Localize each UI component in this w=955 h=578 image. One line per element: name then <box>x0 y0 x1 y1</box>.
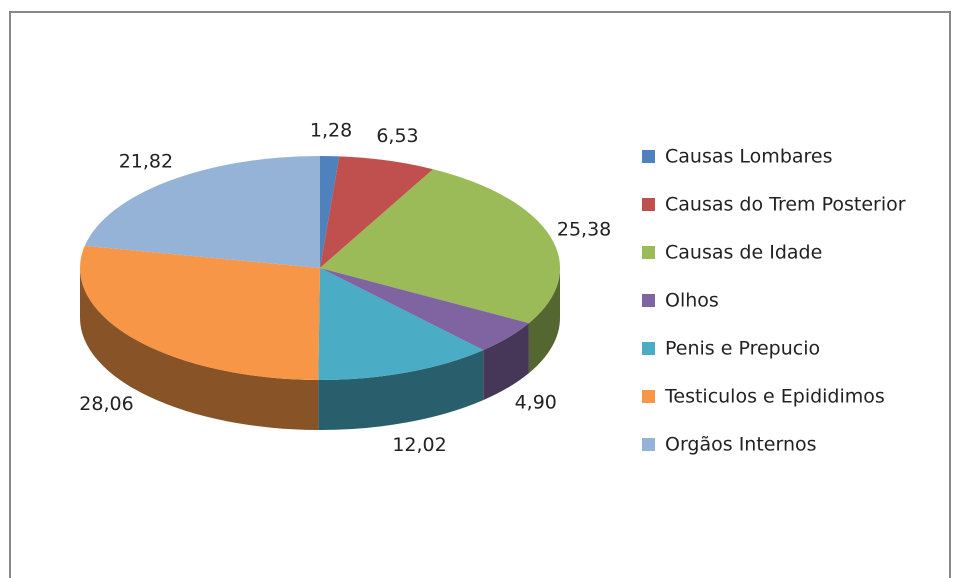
pie-slice-side <box>80 268 319 430</box>
legend-label: Causas de Idade <box>665 242 822 264</box>
legend-label: Penis e Prepucio <box>665 338 820 360</box>
legend-label: Orgãos Internos <box>665 434 817 456</box>
legend-swatch <box>642 438 655 451</box>
data-label: 12,02 <box>392 434 446 456</box>
data-label: 28,06 <box>79 393 133 415</box>
pie-slice <box>320 169 561 324</box>
pie-slice <box>318 268 484 380</box>
pie-slice <box>80 245 320 380</box>
legend-swatch <box>642 294 655 307</box>
legend-label: Causas do Trem Posterior <box>665 194 906 216</box>
pie-slice-side <box>528 268 560 374</box>
data-label: 25,38 <box>557 218 611 240</box>
data-label: 1,28 <box>310 120 352 142</box>
legend-swatch <box>642 246 655 259</box>
legend-swatch <box>642 390 655 403</box>
legend-swatch <box>642 150 655 163</box>
legend-swatch <box>642 342 655 355</box>
legend-swatch <box>642 198 655 211</box>
legend-label: Olhos <box>665 290 719 312</box>
pie-slice <box>320 268 529 351</box>
legend-label: Testiculos e Epididimos <box>664 386 885 408</box>
data-label: 6,53 <box>376 125 418 147</box>
legend-label: Causas Lombares <box>665 146 833 168</box>
pie-slice-side <box>318 350 484 430</box>
data-label: 4,90 <box>515 391 557 413</box>
pie-slice <box>320 156 340 268</box>
data-label: 21,82 <box>119 150 173 172</box>
pie-slice <box>320 156 434 268</box>
pie-slice-side <box>483 323 529 401</box>
pie-slice <box>84 156 320 268</box>
